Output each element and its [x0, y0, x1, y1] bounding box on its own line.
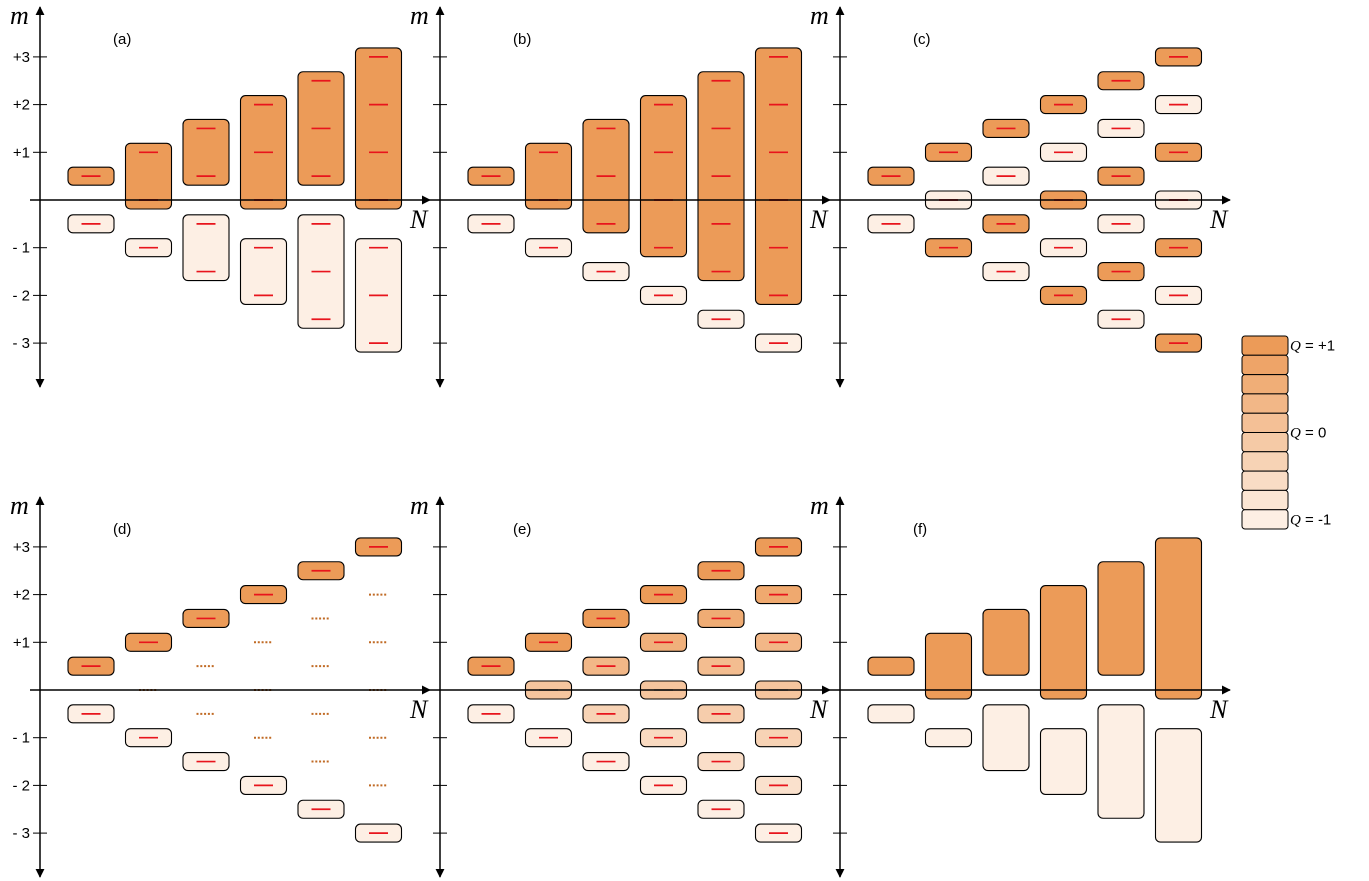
state-box	[354, 47, 403, 210]
legend-value: = +1	[1301, 338, 1335, 355]
panel-label: (a)	[113, 31, 131, 48]
charge-color-legend: Q = +1Q = 0Q = -1	[1241, 335, 1335, 530]
state-box	[754, 47, 803, 305]
state-box	[1097, 561, 1145, 676]
tick-label: - 3	[12, 825, 30, 842]
state-box	[867, 656, 915, 676]
state-box	[924, 632, 973, 700]
m-axis-label: m	[810, 1, 829, 30]
legend-swatch	[1241, 470, 1289, 491]
tick-label: - 1	[12, 240, 30, 257]
legend-symbol: Q	[1290, 426, 1301, 442]
n-axis-label: N	[809, 205, 829, 234]
n-axis-label: N	[1209, 205, 1229, 234]
tick-label: +1	[13, 634, 30, 651]
panels: +3 +2 +1 - 1 - 2 - 3 m N (a) m N (b) m N (c) +3 +2 +1 - 1 -…	[10, 1, 1231, 878]
tick-label: +2	[13, 587, 30, 604]
tick-label: - 2	[12, 777, 30, 794]
state-box	[1097, 704, 1145, 819]
panel-e: m N (e)	[410, 491, 831, 878]
panel-label: (b)	[513, 31, 531, 48]
legend-swatch	[1241, 509, 1289, 530]
state-box	[982, 704, 1030, 772]
state-box	[982, 608, 1030, 676]
m-axis-label: m	[410, 1, 429, 30]
panel-a: +3 +2 +1 - 1 - 2 - 3 m N (a)	[10, 1, 431, 388]
panel-c: m N (c)	[810, 1, 1231, 388]
legend-swatch	[1241, 489, 1289, 511]
legend-swatch	[1241, 374, 1289, 395]
tick-label: +3	[13, 539, 30, 556]
panel-label: (f)	[913, 521, 927, 538]
state-box	[1039, 728, 1088, 795]
state-box	[1039, 585, 1088, 700]
tick-label: - 3	[12, 335, 30, 352]
state-box	[182, 118, 230, 186]
tick-label: +3	[13, 49, 30, 66]
legend-value: = -1	[1301, 511, 1331, 528]
panel-label: (d)	[113, 521, 131, 538]
panel-f: m N (f)	[810, 491, 1231, 878]
legend-symbol: Q	[1290, 512, 1301, 528]
state-box	[182, 214, 230, 282]
state-box	[924, 728, 973, 748]
panel-label: (c)	[913, 31, 931, 48]
state-box	[639, 95, 688, 258]
state-box	[239, 238, 288, 305]
legend-swatch	[1241, 412, 1289, 434]
m-axis-label: m	[810, 491, 829, 520]
tick-label: - 2	[12, 287, 30, 304]
state-box	[1154, 537, 1203, 700]
n-axis-label: N	[409, 695, 429, 724]
legend-label: Q = 0	[1290, 425, 1326, 442]
legend-swatch	[1241, 451, 1289, 472]
panel-d: +3 +2 +1 - 1 - 2 - 3 m N (d)	[10, 491, 431, 878]
legend-swatch	[1241, 335, 1289, 356]
legend-swatch	[1241, 354, 1289, 376]
legend-label: Q = +1	[1290, 338, 1335, 355]
legend-swatch	[1241, 393, 1289, 414]
panel-b: m N (b)	[410, 1, 831, 388]
n-axis-label: N	[409, 205, 429, 234]
tick-label: +1	[13, 144, 30, 161]
legend-value: = 0	[1301, 425, 1326, 442]
n-axis-label: N	[1209, 695, 1229, 724]
state-box	[524, 142, 573, 210]
tick-label: - 1	[12, 730, 30, 747]
legend-label: Q = -1	[1290, 511, 1331, 528]
tick-label: +2	[13, 97, 30, 114]
panel-label: (e)	[513, 521, 531, 538]
m-axis-label: m	[10, 491, 29, 520]
n-axis-label: N	[809, 695, 829, 724]
state-box	[867, 704, 915, 724]
legend-symbol: Q	[1290, 339, 1301, 355]
state-box	[1154, 728, 1203, 843]
m-axis-label: m	[410, 491, 429, 520]
legend-swatch	[1241, 432, 1289, 453]
m-axis-label: m	[10, 1, 29, 30]
state-box	[124, 142, 173, 210]
